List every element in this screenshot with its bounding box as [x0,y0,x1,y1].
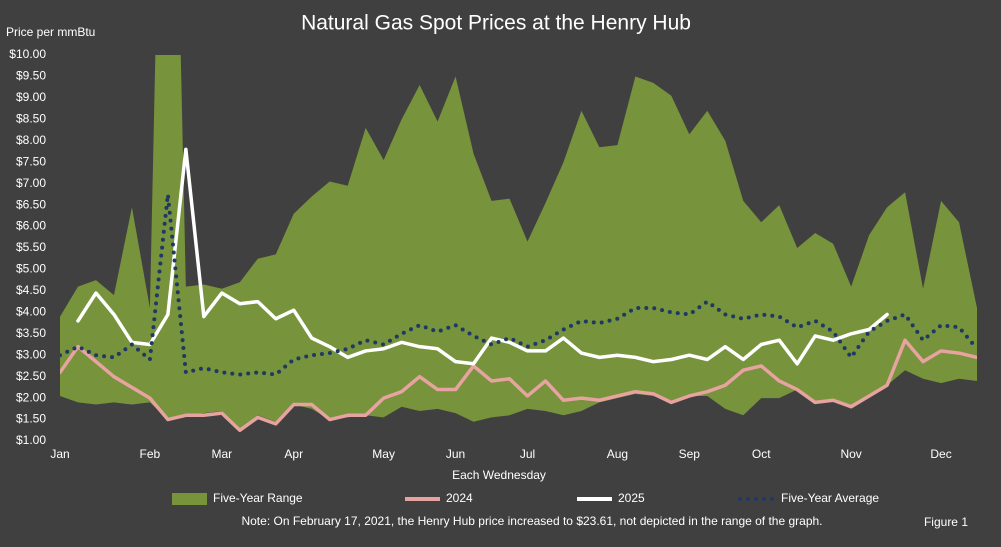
y-tick-label: $2.00 [16,390,46,404]
y-tick-label: $5.00 [16,262,46,276]
x-axis-label: Each Wednesday [452,468,546,482]
legend-swatch [172,493,207,505]
y-tick-label: $6.50 [16,197,46,211]
y-tick-label: $4.50 [16,283,46,297]
y-tick-label: $9.50 [16,69,46,83]
x-tick-label: May [372,447,395,461]
x-tick-label: Sep [679,447,701,461]
x-tick-label: Feb [140,447,161,461]
x-tick-label: Jan [50,447,69,461]
y-tick-label: $7.00 [16,176,46,190]
x-tick-label: Apr [284,447,303,461]
x-tick-label: Oct [752,447,771,461]
y-tick-label: $9.00 [16,90,46,104]
y-tick-label: $8.00 [16,133,46,147]
y-axis-label: Price per mmBtu [6,25,95,39]
legend-label: 2024 [446,491,473,505]
y-tick-label: $10.00 [9,47,46,61]
legend-label: Five-Year Average [781,491,879,505]
legend-label: Five-Year Range [213,491,303,505]
x-tick-label: Mar [211,447,232,461]
y-tick-label: $8.50 [16,112,46,126]
y-tick-label: $4.00 [16,305,46,319]
x-tick-label: Dec [930,447,951,461]
series-line [60,192,977,377]
y-tick-label: $1.50 [16,412,46,426]
note: Note: On February 17, 2021, the Henry Hu… [241,514,822,528]
x-tick-label: Nov [840,447,861,461]
y-tick-label: $3.00 [16,347,46,361]
x-tick-label: Jul [520,447,535,461]
series-line [76,147,889,366]
y-tick-label: $3.50 [16,326,46,340]
y-tick-label: $6.00 [16,219,46,233]
plot-area [60,55,977,433]
y-tick-label: $5.50 [16,240,46,254]
y-tick-label: $7.50 [16,154,46,168]
figure-label: Figure 1 [924,515,968,529]
series-line [60,338,977,433]
y-tick-label: $2.50 [16,369,46,383]
x-tick-label: Aug [607,447,628,461]
legend-label: 2025 [618,491,645,505]
x-tick-label: Jun [446,447,465,461]
y-tick-label: $1.00 [16,433,46,447]
range-area [60,55,977,431]
chart-title: Natural Gas Spot Prices at the Henry Hub [301,12,691,35]
